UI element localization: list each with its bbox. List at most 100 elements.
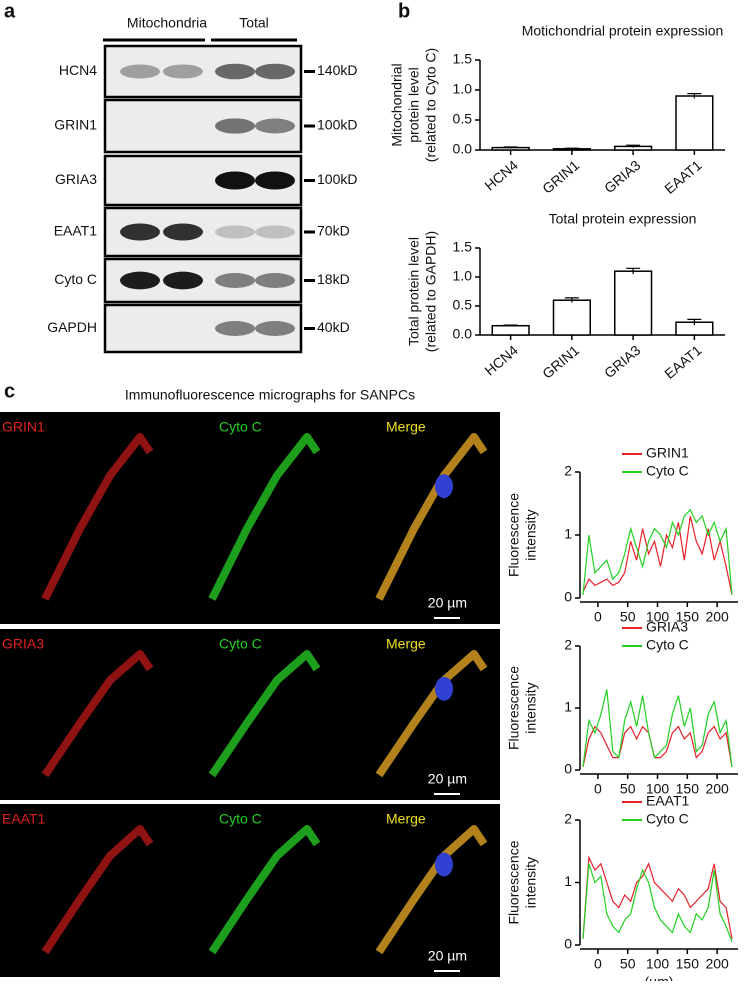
- error-bar: [564, 147, 579, 150]
- y-tick-label: 1.5: [453, 239, 473, 255]
- y-tick-label: 1.5: [453, 51, 473, 67]
- blot-band: [163, 271, 203, 290]
- blot-label: GRIN1: [54, 117, 97, 133]
- y-tick-label: 2: [564, 637, 572, 653]
- blot-band: [215, 321, 255, 336]
- blot-band: [215, 273, 255, 288]
- blot-band: [255, 225, 295, 239]
- scale-label: 20 µm: [428, 771, 467, 787]
- channel-label: GRIN1: [2, 419, 45, 435]
- blot-label: EAAT1: [54, 223, 98, 239]
- y-axis-label: intensity: [523, 857, 539, 908]
- x-tick-label: 150: [676, 781, 700, 797]
- y-axis-label: (related to GAPDH): [423, 231, 439, 352]
- error-bar: [687, 318, 702, 326]
- blot-header: Total: [239, 15, 269, 31]
- x-tick-label: 200: [705, 956, 729, 972]
- blot-band: [120, 64, 160, 79]
- y-tick-label: 1: [564, 699, 572, 715]
- y-tick-label: 0.0: [453, 141, 473, 157]
- x-tick-label: HCN4: [481, 342, 521, 379]
- cell-shape: [208, 650, 321, 778]
- y-axis-label: (related to Cyto C): [423, 48, 439, 162]
- x-tick-label: 200: [705, 781, 729, 797]
- channel-label: Merge: [386, 811, 426, 827]
- y-tick-label: 0.5: [453, 297, 473, 313]
- legend-label: EAAT1: [646, 793, 690, 809]
- x-tick-label: 150: [676, 956, 700, 972]
- marker-label: 140kD: [317, 62, 357, 78]
- cell-shape: [208, 433, 321, 601]
- legend-label: Cyto C: [646, 463, 689, 479]
- y-axis-label: Fluorescence: [506, 666, 522, 750]
- blot-band: [255, 118, 295, 134]
- legend-label: GRIA3: [646, 619, 688, 635]
- x-tick-label: 0: [594, 956, 602, 972]
- legend-label: Cyto C: [646, 811, 689, 827]
- series-line: [582, 863, 733, 943]
- x-tick-label: 100: [646, 781, 670, 797]
- channel-label: GRIA3: [2, 636, 44, 652]
- y-tick-label: 2: [564, 811, 572, 827]
- y-tick-label: 1: [564, 526, 572, 542]
- blot-label: GAPDH: [47, 319, 97, 335]
- y-tick-label: 0: [564, 936, 572, 952]
- x-tick-label: 50: [620, 781, 636, 797]
- cell-shape: [41, 650, 154, 778]
- micrograph-title: Immunofluorescence micrographs for SANPC…: [125, 387, 415, 403]
- error-bar: [503, 324, 518, 327]
- blot-band: [215, 118, 255, 134]
- blot-band: [163, 64, 203, 79]
- channel-label: Merge: [386, 636, 426, 652]
- bar: [614, 270, 653, 336]
- x-tick-label: 50: [620, 609, 636, 625]
- x-tick-label: 0: [594, 609, 602, 625]
- blot-band: [255, 63, 295, 80]
- channel-label: EAAT1: [2, 811, 46, 827]
- blot-label: Cyto C: [54, 271, 97, 287]
- x-tick-label: GRIN1: [539, 157, 582, 197]
- blot-label: GRIA3: [55, 171, 97, 187]
- x-tick-label: GRIA3: [601, 342, 644, 381]
- marker-label: 40kD: [317, 319, 350, 335]
- cell-shape: [41, 825, 154, 955]
- marker-label: 18kD: [317, 271, 350, 287]
- series-line: [582, 515, 733, 596]
- marker-label: 100kD: [317, 171, 357, 187]
- x-tick-label: 100: [646, 956, 670, 972]
- x-tick-label: 100: [646, 609, 670, 625]
- x-tick-label: GRIN1: [539, 342, 582, 382]
- channel-label: Cyto C: [219, 419, 262, 435]
- x-tick-label: EAAT1: [661, 342, 705, 382]
- x-tick-label: 150: [676, 609, 700, 625]
- blot-band: [215, 171, 255, 190]
- y-axis-label: Fluorescence: [506, 493, 522, 577]
- series-line: [582, 689, 733, 767]
- channel-label: Cyto C: [219, 636, 262, 652]
- scale-label: 20 µm: [428, 948, 467, 964]
- blot-band: [255, 171, 295, 190]
- chart-title: Motichondrial protein expression: [522, 23, 724, 39]
- x-axis-label: (µm): [644, 974, 673, 981]
- bar: [491, 324, 530, 336]
- y-axis-label: Total protein level: [406, 237, 422, 346]
- error-bar: [626, 144, 641, 148]
- bar: [552, 299, 591, 336]
- legend-label: GRIN1: [646, 445, 689, 461]
- panel-label: b: [398, 0, 410, 22]
- cell-shape: [208, 825, 321, 955]
- scale-label: 20 µm: [428, 595, 467, 611]
- error-bar: [626, 267, 641, 275]
- legend-label: Cyto C: [646, 637, 689, 653]
- panel-label: a: [4, 0, 16, 22]
- y-axis-label: Mitochondrial: [389, 63, 405, 146]
- x-tick-label: 200: [705, 609, 729, 625]
- x-tick-label: EAAT1: [661, 157, 705, 197]
- blot-band: [255, 273, 295, 288]
- y-axis-label: intensity: [523, 682, 539, 733]
- y-axis-label: intensity: [523, 509, 539, 560]
- panel-label: c: [4, 380, 15, 402]
- nucleus: [435, 474, 453, 499]
- y-axis-label: Fluorescence: [506, 840, 522, 924]
